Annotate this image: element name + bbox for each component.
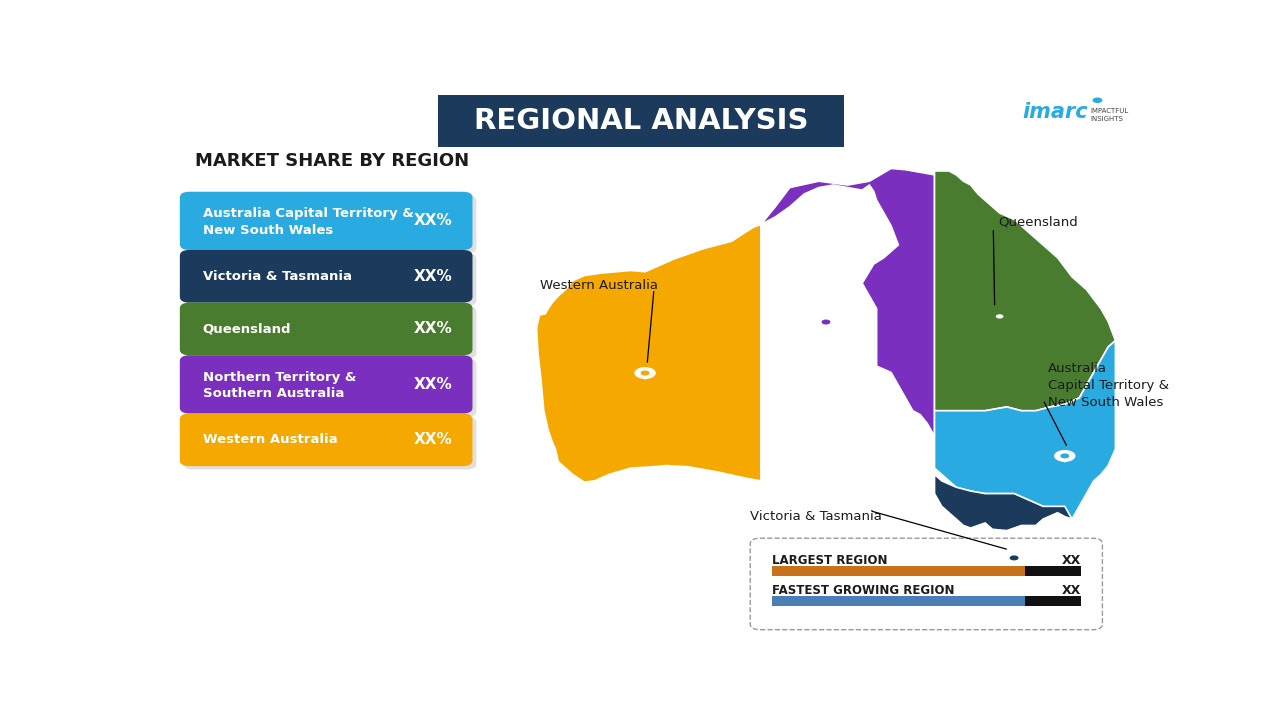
FancyBboxPatch shape bbox=[772, 566, 1025, 576]
Polygon shape bbox=[982, 551, 1043, 592]
Text: Australia Capital Territory &: Australia Capital Territory & bbox=[202, 207, 413, 220]
Text: IMPACTFUL
INSIGHTS: IMPACTFUL INSIGHTS bbox=[1091, 109, 1129, 122]
Circle shape bbox=[1060, 454, 1069, 459]
FancyBboxPatch shape bbox=[1025, 566, 1080, 576]
Text: Western Australia: Western Australia bbox=[540, 279, 658, 292]
Circle shape bbox=[1093, 97, 1102, 103]
Polygon shape bbox=[934, 171, 1115, 410]
Text: XX: XX bbox=[1061, 554, 1080, 567]
Text: XX%: XX% bbox=[413, 213, 453, 228]
FancyBboxPatch shape bbox=[179, 302, 472, 355]
Circle shape bbox=[991, 311, 1009, 322]
Text: Victoria & Tasmania: Victoria & Tasmania bbox=[202, 270, 352, 283]
Text: imarc: imarc bbox=[1021, 102, 1088, 122]
Text: XX%: XX% bbox=[413, 377, 453, 392]
Polygon shape bbox=[818, 325, 835, 328]
Text: REGIONAL ANALYSIS: REGIONAL ANALYSIS bbox=[474, 107, 809, 135]
Circle shape bbox=[996, 314, 1004, 318]
FancyBboxPatch shape bbox=[179, 413, 472, 466]
Text: Queensland: Queensland bbox=[202, 323, 291, 336]
Text: Australia
Capital Territory &
New South Wales: Australia Capital Territory & New South … bbox=[1048, 362, 1169, 409]
Polygon shape bbox=[934, 468, 1071, 531]
Circle shape bbox=[640, 371, 649, 376]
FancyBboxPatch shape bbox=[438, 95, 845, 148]
FancyBboxPatch shape bbox=[184, 417, 476, 469]
Circle shape bbox=[1004, 552, 1025, 564]
Polygon shape bbox=[637, 376, 653, 379]
FancyBboxPatch shape bbox=[179, 250, 472, 302]
Polygon shape bbox=[760, 168, 934, 436]
Text: FASTEST GROWING REGION: FASTEST GROWING REGION bbox=[772, 585, 955, 598]
FancyBboxPatch shape bbox=[772, 596, 1025, 606]
Text: Northern Territory &: Northern Territory & bbox=[202, 371, 356, 384]
FancyBboxPatch shape bbox=[750, 539, 1102, 630]
Text: XX: XX bbox=[1061, 585, 1080, 598]
Text: XX%: XX% bbox=[413, 432, 453, 447]
FancyBboxPatch shape bbox=[184, 195, 476, 253]
Text: Queensland: Queensland bbox=[998, 216, 1078, 229]
Text: Victoria & Tasmania: Victoria & Tasmania bbox=[750, 510, 882, 523]
Circle shape bbox=[1010, 555, 1019, 560]
FancyBboxPatch shape bbox=[179, 355, 472, 413]
Text: XX%: XX% bbox=[413, 269, 453, 284]
Polygon shape bbox=[536, 225, 760, 482]
Polygon shape bbox=[1056, 459, 1073, 462]
Circle shape bbox=[822, 320, 831, 325]
FancyBboxPatch shape bbox=[179, 192, 472, 250]
Circle shape bbox=[635, 367, 655, 379]
FancyBboxPatch shape bbox=[184, 359, 476, 417]
Text: MARKET SHARE BY REGION: MARKET SHARE BY REGION bbox=[195, 152, 468, 170]
Polygon shape bbox=[1006, 560, 1023, 564]
FancyBboxPatch shape bbox=[184, 306, 476, 359]
Text: LARGEST REGION: LARGEST REGION bbox=[772, 554, 887, 567]
FancyBboxPatch shape bbox=[1025, 596, 1080, 606]
FancyBboxPatch shape bbox=[184, 253, 476, 306]
Text: New South Wales: New South Wales bbox=[202, 224, 333, 237]
Polygon shape bbox=[934, 341, 1115, 519]
Text: Western Australia: Western Australia bbox=[202, 433, 338, 446]
Circle shape bbox=[815, 316, 837, 328]
Text: Southern Australia: Southern Australia bbox=[202, 387, 344, 400]
Text: Northern
Territory &
Southern
Australia: Northern Territory & Southern Australia bbox=[781, 288, 856, 352]
Polygon shape bbox=[992, 318, 1007, 322]
Text: XX%: XX% bbox=[413, 321, 453, 336]
Circle shape bbox=[1053, 450, 1075, 462]
